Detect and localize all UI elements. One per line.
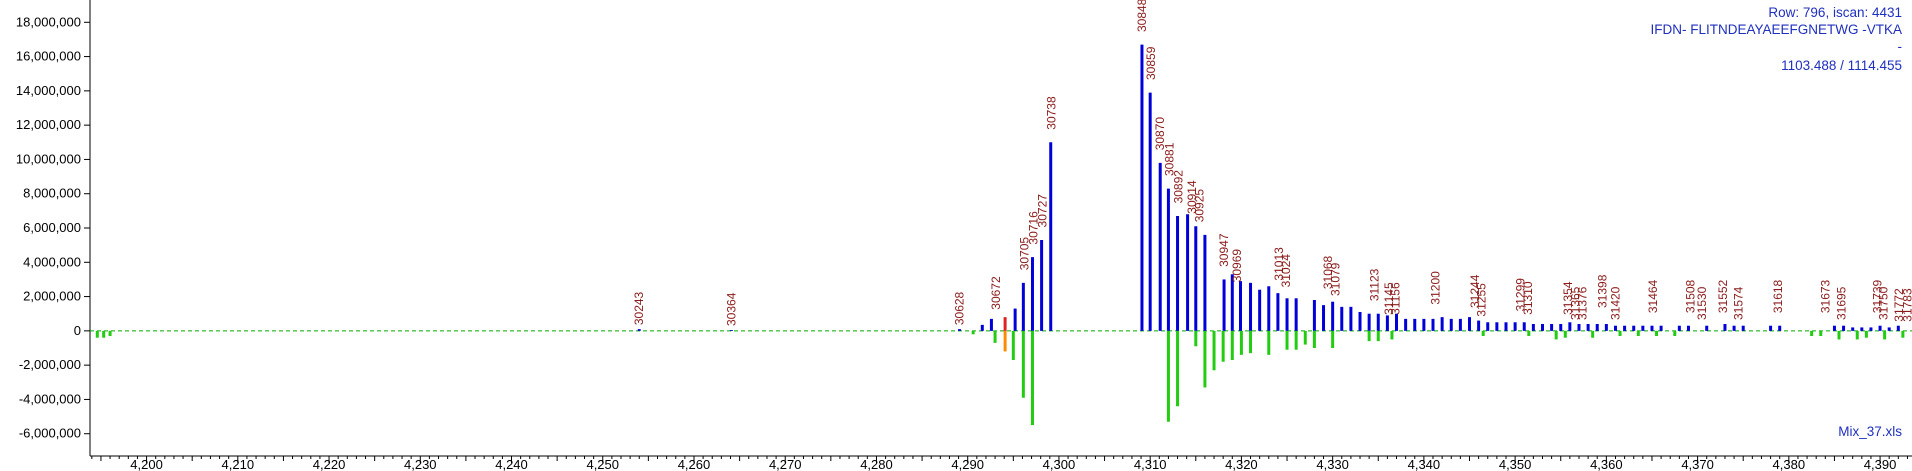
peptide-sequence: IFDN- FLITNDEAYAEEFGNETWG -VTKA [1650, 22, 1902, 37]
peak-label: 31464 [1646, 279, 1660, 313]
peak-label: 31299 [1514, 278, 1528, 312]
y-tick-label: 4,000,000 [23, 254, 81, 269]
row-scan-info: Row: 796, iscan: 4431 [1768, 5, 1902, 20]
peak-label: 30881 [1162, 142, 1176, 176]
x-tick-label: 4,330 [1316, 457, 1349, 471]
peak-label: 31618 [1771, 279, 1785, 313]
x-tick-label: 4,200 [130, 457, 163, 471]
y-tick-label: 16,000,000 [16, 49, 81, 64]
spectrum-bars [95, 44, 1905, 426]
y-tick-label: -6,000,000 [19, 426, 81, 441]
peak-label: 30738 [1045, 96, 1059, 130]
x-tick-label: 4,230 [404, 457, 437, 471]
x-tick-label: 4,320 [1225, 457, 1258, 471]
peak-label: 31013 [1272, 247, 1286, 281]
peak-label: 31068 [1321, 255, 1335, 289]
peak-label: 31574 [1732, 286, 1746, 320]
peak-label: 31255 [1474, 283, 1488, 317]
x-tick-label: 4,210 [222, 457, 255, 471]
peak-label: 30892 [1171, 170, 1185, 204]
peak-label: 31123 [1368, 268, 1382, 301]
peak-label: 30672 [989, 276, 1003, 310]
peak-label: 30914 [1185, 180, 1199, 214]
peak-label: 31772 [1892, 288, 1906, 322]
peak-label: 31530 [1695, 286, 1709, 320]
peak-label: 31365 [1568, 286, 1582, 320]
peak-label: 31695 [1835, 286, 1849, 320]
peak-label: 30727 [1036, 194, 1050, 228]
x-tick-label: 4,280 [860, 457, 893, 471]
peak-label: 30705 [1017, 237, 1031, 271]
peak-label: 31750 [1877, 286, 1891, 320]
x-tick-label: 4,260 [678, 457, 711, 471]
y-tick-label: 6,000,000 [23, 220, 81, 235]
peak-label: 30969 [1230, 249, 1244, 283]
peak-label: 31673 [1818, 279, 1832, 313]
peak-label: 30870 [1153, 117, 1167, 151]
x-tick-label: 4,300 [1043, 457, 1076, 471]
file-name: Mix_37.xls [1838, 424, 1902, 439]
peak-label: 30716 [1026, 211, 1040, 245]
peak-label: 30859 [1144, 46, 1158, 80]
x-tick-label: 4,380 [1773, 457, 1806, 471]
peak-label: 31508 [1683, 279, 1697, 313]
peak-label: 31310 [1521, 281, 1535, 315]
peak-label: 31024 [1279, 254, 1293, 288]
peak-label: 31244 [1468, 274, 1482, 308]
peak-label: 31079 [1328, 262, 1342, 296]
peak-label: 31783 [1900, 288, 1912, 322]
y-tick-label: 8,000,000 [23, 186, 81, 201]
peak-label: 31739 [1870, 279, 1884, 313]
x-tick-label: 4,350 [1499, 457, 1532, 471]
y-tick-label: 0 [74, 323, 81, 338]
peak-label: 31354 [1561, 281, 1575, 315]
peak-label: 31200 [1429, 271, 1443, 305]
peak-label: 30628 [952, 291, 966, 325]
peak-label: 31398 [1596, 274, 1610, 308]
x-tick-label: 4,290 [951, 457, 984, 471]
peak-label: 31145 [1382, 282, 1396, 315]
x-tick-label: 4,310 [1134, 457, 1167, 471]
peak-label: 31376 [1576, 286, 1590, 320]
peak-label: 30947 [1217, 233, 1231, 267]
peak-label: 30848 [1135, 0, 1149, 32]
y-tick-label: 10,000,000 [16, 151, 81, 166]
peak-label: 31552 [1716, 279, 1730, 313]
x-tick-label: 4,340 [1408, 457, 1441, 471]
x-tick-label: 4,390 [1864, 457, 1897, 471]
y-tick-label: 14,000,000 [16, 83, 81, 98]
mass-ratio: 1103.488 / 1114.455 [1781, 58, 1902, 73]
y-tick-label: 18,000,000 [16, 14, 81, 29]
y-tick-label: 12,000,000 [16, 117, 81, 132]
x-tick-label: 4,240 [495, 457, 528, 471]
peak-label: 30925 [1192, 189, 1206, 223]
x-tick-label: 4,250 [586, 457, 619, 471]
peak-label: 30364 [724, 292, 738, 326]
y-tick-label: 2,000,000 [23, 289, 81, 304]
x-tick-label: 4,360 [1590, 457, 1623, 471]
separator-dash: - [1897, 39, 1903, 54]
x-tick-label: 4,220 [313, 457, 346, 471]
peak-label: 30243 [632, 291, 646, 325]
y-axis-ticks: -6,000,000 -4,000,000 -2,000,000 0 2,000,000… [16, 14, 90, 441]
y-tick-label: -4,000,000 [19, 391, 81, 406]
y-tick-label: -2,000,000 [19, 357, 81, 372]
peak-label: 31420 [1608, 286, 1622, 320]
x-axis-ticks: 4,200 4,210 4,220 4,230 4,240 4,250 4,260 4,270… [91, 456, 1908, 471]
x-tick-label: 4,370 [1681, 457, 1714, 471]
x-tick-label: 4,270 [769, 457, 802, 471]
peak-label: 31156 [1389, 282, 1403, 315]
